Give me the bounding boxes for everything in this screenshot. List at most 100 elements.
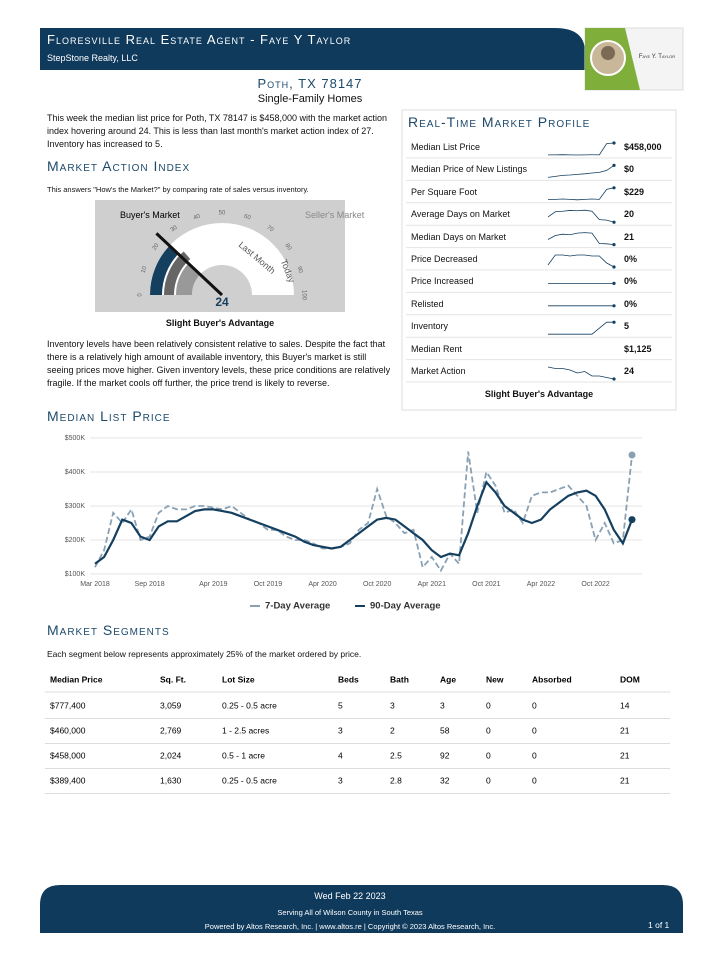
table-cell: 21 <box>620 725 630 735</box>
x-tick-label: Apr 2020 <box>308 581 337 588</box>
table-cell: 0 <box>486 775 491 785</box>
footer-date: Wed Feb 22 2023 <box>314 891 386 901</box>
table-cell: 3 <box>390 700 395 710</box>
table-cell: 3 <box>338 775 343 785</box>
series-end-marker <box>628 451 636 459</box>
profile-label: Market Action <box>411 366 466 376</box>
body-text: Inventory levels have been relatively co… <box>47 339 391 388</box>
gauge-value: 24 <box>215 295 229 309</box>
footer-band <box>40 885 683 933</box>
table-cell: 0 <box>532 725 537 735</box>
gauge-tick-label: 80 <box>283 243 292 252</box>
profile-value: 21 <box>624 231 635 242</box>
location-subtitle: Single-Family Homes <box>257 93 363 105</box>
series-end-marker <box>628 516 636 524</box>
profile-value: $229 <box>624 186 645 197</box>
profile-label: Per Square Foot <box>411 186 478 197</box>
table-cell: 21 <box>620 750 630 760</box>
table-cell: 0.25 - 0.5 acre <box>222 775 277 785</box>
description: Each segment below represents approximat… <box>47 649 362 659</box>
section-heading: Real-Time Market Profile <box>408 114 591 130</box>
section-heading: Market Segments <box>47 622 170 638</box>
y-tick-label: $500K <box>65 435 86 442</box>
table-cell: 3 <box>338 725 343 735</box>
gauge-tick-label: 10 <box>141 265 149 274</box>
x-tick-label: Oct 2019 <box>254 581 283 588</box>
table-header: Median Price <box>50 674 103 684</box>
x-tick-label: Oct 2020 <box>363 581 392 588</box>
gauge-tick-label: 100 <box>300 290 306 301</box>
x-tick-label: Sep 2018 <box>135 581 165 588</box>
section-heading: Market Action Index <box>47 158 191 174</box>
profile-label: Average Days on Market <box>411 209 510 220</box>
table-header: Bath <box>390 674 409 684</box>
profile-label: Inventory <box>411 321 449 332</box>
profile-value: 0% <box>624 276 638 287</box>
profile-value: $1,125 <box>624 343 652 354</box>
profile-label: Median List Price <box>411 142 481 152</box>
table-cell: 0 <box>532 775 537 785</box>
table-header: Sq. Ft. <box>160 674 186 684</box>
table-cell: $458,000 <box>50 750 86 760</box>
table-header: Absorbed <box>532 674 572 684</box>
gauge-tick-label: 70 <box>265 225 274 234</box>
table-cell: 0 <box>532 700 537 710</box>
table-cell: 0 <box>486 750 491 760</box>
x-tick-label: Apr 2019 <box>199 581 228 588</box>
table-cell: $460,000 <box>50 725 86 735</box>
profile-value: 5 <box>624 321 630 332</box>
profile-label: Median Days on Market <box>411 231 507 242</box>
inner-band <box>176 263 201 295</box>
profile-value: 20 <box>624 209 635 220</box>
profile-value: $458,000 <box>624 142 662 152</box>
profile-value: $0 <box>624 164 635 175</box>
line-chart: $100K $200K $300K $400K $500K Mar 2018 Sep 201… <box>65 435 642 612</box>
table-header: Age <box>440 674 456 684</box>
table-cell: 2 <box>390 725 395 735</box>
table-header: Beds <box>338 674 359 684</box>
table-cell: 0 <box>486 700 491 710</box>
table-cell: 14 <box>620 700 630 710</box>
y-tick-label: $300K <box>65 503 86 510</box>
x-tick-label: Apr 2022 <box>527 581 556 588</box>
gauge-caption: Slight Buyer's Advantage <box>165 318 275 328</box>
series-line <box>94 480 634 565</box>
series-line <box>94 451 633 573</box>
table-cell: 2.8 <box>390 775 402 785</box>
table-cell: 4 <box>338 750 343 760</box>
page-number: 1 of 1 <box>648 920 670 930</box>
y-tick-label: $100K <box>65 571 86 578</box>
x-tick-label: Oct 2022 <box>581 581 610 588</box>
header-bg <box>40 28 585 70</box>
profile-value: 0% <box>624 298 638 309</box>
table-cell: $389,400 <box>50 775 86 785</box>
intro-text: This week the median list price for Poth… <box>47 113 388 149</box>
section-heading: Median List Price <box>47 408 171 424</box>
table-cell: 3,059 <box>160 700 182 710</box>
table-header: New <box>486 674 504 684</box>
table-cell: 5 <box>338 700 343 710</box>
x-tick-label: Mar 2018 <box>80 581 110 588</box>
table-cell: 0.5 - 1 acre <box>222 750 265 760</box>
logo-name: Faye Y. Taylor <box>639 54 675 60</box>
x-tick-label: Oct 2021 <box>472 581 501 588</box>
gauge-tick-label: 40 <box>193 213 202 221</box>
gauge-tick-label: 20 <box>152 242 161 251</box>
gauge-tick-label: 0 <box>138 293 144 297</box>
gauge: Buyer's Market Seller's Market 0 10 20 30 40… <box>95 200 365 312</box>
table-cell: 0 <box>532 750 537 760</box>
gauge-tick-label: 50 <box>219 211 226 217</box>
table-cell: 0 <box>486 725 491 735</box>
table-cell: 2,024 <box>160 750 182 760</box>
table-cell: 2.5 <box>390 750 402 760</box>
profile-value: 0% <box>624 254 638 264</box>
gauge-tick-label: 60 <box>243 214 252 222</box>
location-title: Poth, TX 78147 <box>257 76 363 91</box>
x-tick-label: Apr 2021 <box>418 581 447 588</box>
footer-powered: Powered by Altos Research, Inc. | www.al… <box>204 922 496 931</box>
table-cell: 92 <box>440 750 450 760</box>
table-cell: 58 <box>440 725 450 735</box>
logo-photo-head <box>601 46 615 60</box>
table-header: DOM <box>620 674 640 684</box>
